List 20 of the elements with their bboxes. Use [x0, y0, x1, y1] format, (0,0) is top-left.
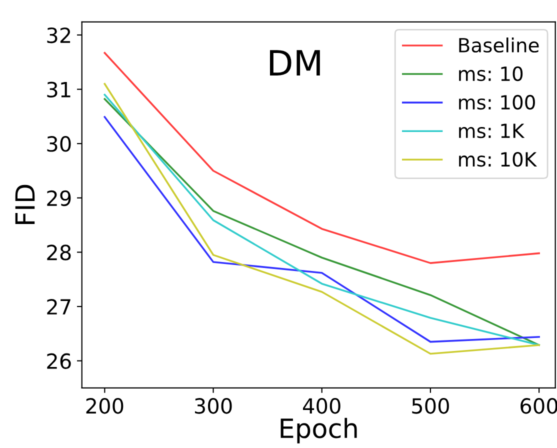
legend-label: ms: 10K	[459, 152, 538, 167]
y-tick-label: 28	[47, 244, 71, 260]
x-tick-label: 500	[412, 398, 449, 414]
x-tick-label: 400	[303, 398, 340, 414]
y-tick-label: 27	[47, 298, 70, 314]
legend-label: Baseline	[459, 38, 539, 53]
y-tick-label: 29	[47, 190, 71, 206]
legend-label: ms: 1K	[459, 124, 525, 138]
y-axis-title: FID	[15, 184, 35, 224]
x-axis-title: Epoch	[280, 418, 357, 444]
y-tick-label: 26	[47, 353, 71, 370]
y-tick-label: 31	[47, 82, 70, 98]
legend-label: ms: 10	[459, 66, 523, 82]
text: DM	[270, 50, 320, 76]
x-tick-label: 200	[86, 398, 124, 414]
legend-label: ms: 100	[459, 94, 535, 110]
line-series	[104, 52, 540, 264]
y-tick-label: 32	[47, 27, 70, 44]
x-tick-label: 300	[194, 398, 232, 414]
y-tick-label: 30	[47, 136, 71, 152]
